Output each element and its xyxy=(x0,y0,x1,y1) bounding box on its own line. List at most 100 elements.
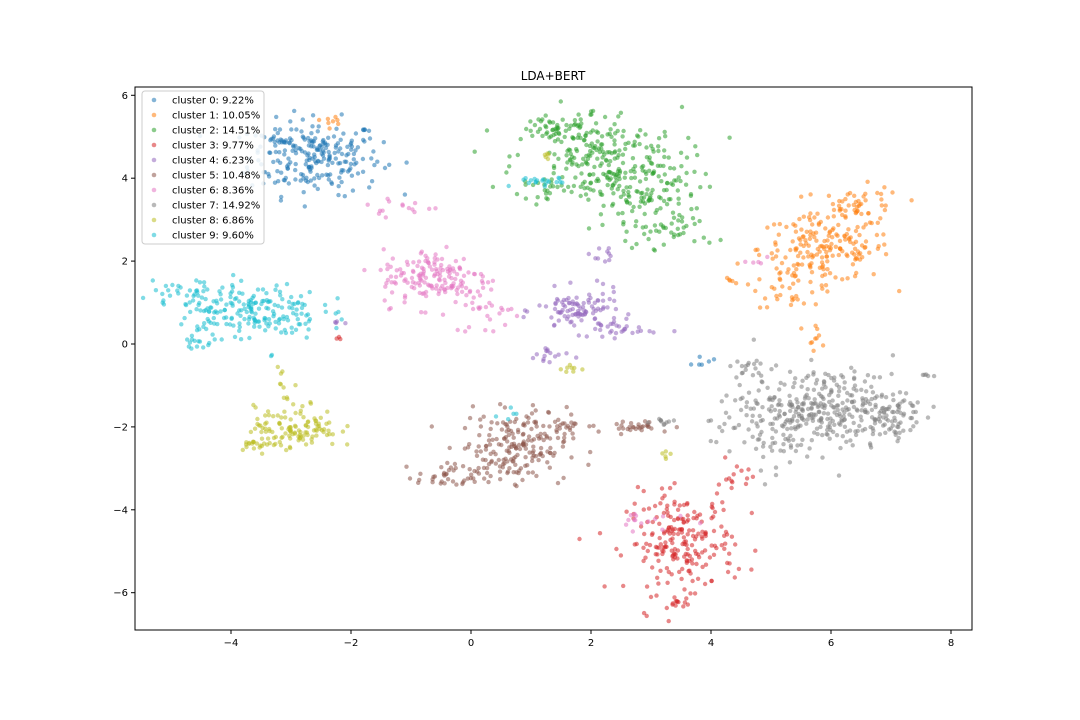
data-point xyxy=(805,454,810,459)
data-point xyxy=(897,390,903,395)
data-point xyxy=(206,319,211,324)
data-point xyxy=(856,252,861,257)
data-point xyxy=(320,173,325,178)
data-point xyxy=(859,418,864,423)
data-point xyxy=(273,149,278,155)
data-point xyxy=(446,467,452,473)
data-point xyxy=(303,321,308,326)
data-point xyxy=(778,448,783,453)
data-point xyxy=(411,260,416,265)
data-point xyxy=(281,395,287,400)
data-point xyxy=(746,390,752,395)
data-point xyxy=(803,238,808,243)
data-point xyxy=(567,157,573,162)
data-point xyxy=(288,119,293,124)
data-point xyxy=(734,464,740,469)
data-point xyxy=(556,175,561,180)
data-point xyxy=(828,416,833,421)
data-point xyxy=(849,365,854,370)
data-point xyxy=(675,599,680,604)
data-point xyxy=(463,285,469,291)
data-point xyxy=(727,449,732,454)
data-point xyxy=(437,270,443,275)
data-point xyxy=(562,314,567,319)
data-point xyxy=(744,400,750,405)
data-point xyxy=(501,457,506,463)
data-point xyxy=(650,519,655,525)
data-point xyxy=(263,421,268,426)
data-point xyxy=(684,519,690,524)
data-point xyxy=(678,178,683,184)
data-point xyxy=(454,482,459,487)
data-point xyxy=(686,135,691,141)
data-point xyxy=(367,136,373,141)
data-point xyxy=(505,307,511,312)
data-point xyxy=(657,535,662,541)
data-point xyxy=(300,134,305,139)
data-point xyxy=(769,285,774,290)
data-point xyxy=(635,329,640,334)
data-point xyxy=(612,138,617,143)
data-point xyxy=(842,410,847,415)
data-point xyxy=(867,220,873,225)
data-point xyxy=(608,253,613,259)
data-point xyxy=(812,397,817,402)
data-point xyxy=(275,130,280,136)
data-point xyxy=(416,273,421,278)
data-point xyxy=(551,132,556,138)
data-point xyxy=(869,415,875,420)
data-point xyxy=(777,408,782,414)
legend-label: cluster 7: 14.92% xyxy=(172,201,260,212)
data-point xyxy=(530,458,535,464)
data-point xyxy=(737,382,742,388)
data-point xyxy=(723,410,729,415)
data-point xyxy=(626,312,631,317)
data-point xyxy=(824,249,829,255)
data-point xyxy=(638,199,644,204)
data-point xyxy=(603,157,609,163)
data-point xyxy=(842,386,847,391)
data-point xyxy=(621,328,626,333)
data-point xyxy=(538,431,543,437)
data-point xyxy=(190,298,196,303)
data-point xyxy=(438,481,443,486)
data-point xyxy=(850,262,856,267)
data-point xyxy=(558,179,563,185)
data-point xyxy=(658,163,663,168)
data-point xyxy=(385,277,391,283)
data-point xyxy=(376,211,382,216)
data-point xyxy=(551,171,556,176)
data-point xyxy=(831,207,837,213)
data-point xyxy=(201,345,206,350)
legend: cluster 0: 9.22%cluster 1: 10.05%cluster… xyxy=(141,90,265,245)
data-point xyxy=(760,444,766,449)
data-point xyxy=(733,281,739,286)
data-point xyxy=(728,363,733,369)
data-point xyxy=(320,139,325,144)
data-point xyxy=(280,434,285,440)
data-point xyxy=(602,584,607,589)
data-point xyxy=(688,591,693,596)
data-point xyxy=(564,404,569,410)
data-point xyxy=(696,552,701,557)
data-point xyxy=(421,291,426,296)
data-point xyxy=(774,293,779,299)
data-point xyxy=(663,134,668,139)
data-point xyxy=(231,272,236,278)
data-point xyxy=(885,418,891,423)
data-point xyxy=(818,424,823,430)
data-point xyxy=(385,266,390,272)
data-point xyxy=(867,250,872,255)
data-point xyxy=(273,127,278,132)
data-point xyxy=(893,418,898,423)
data-point xyxy=(507,154,512,159)
data-point xyxy=(679,164,684,169)
data-point xyxy=(272,139,277,145)
data-point xyxy=(663,540,668,545)
data-point xyxy=(263,426,268,431)
data-point xyxy=(642,211,647,217)
data-point xyxy=(779,260,785,266)
data-point xyxy=(270,429,275,435)
data-point xyxy=(726,476,732,481)
data-point xyxy=(334,325,339,331)
